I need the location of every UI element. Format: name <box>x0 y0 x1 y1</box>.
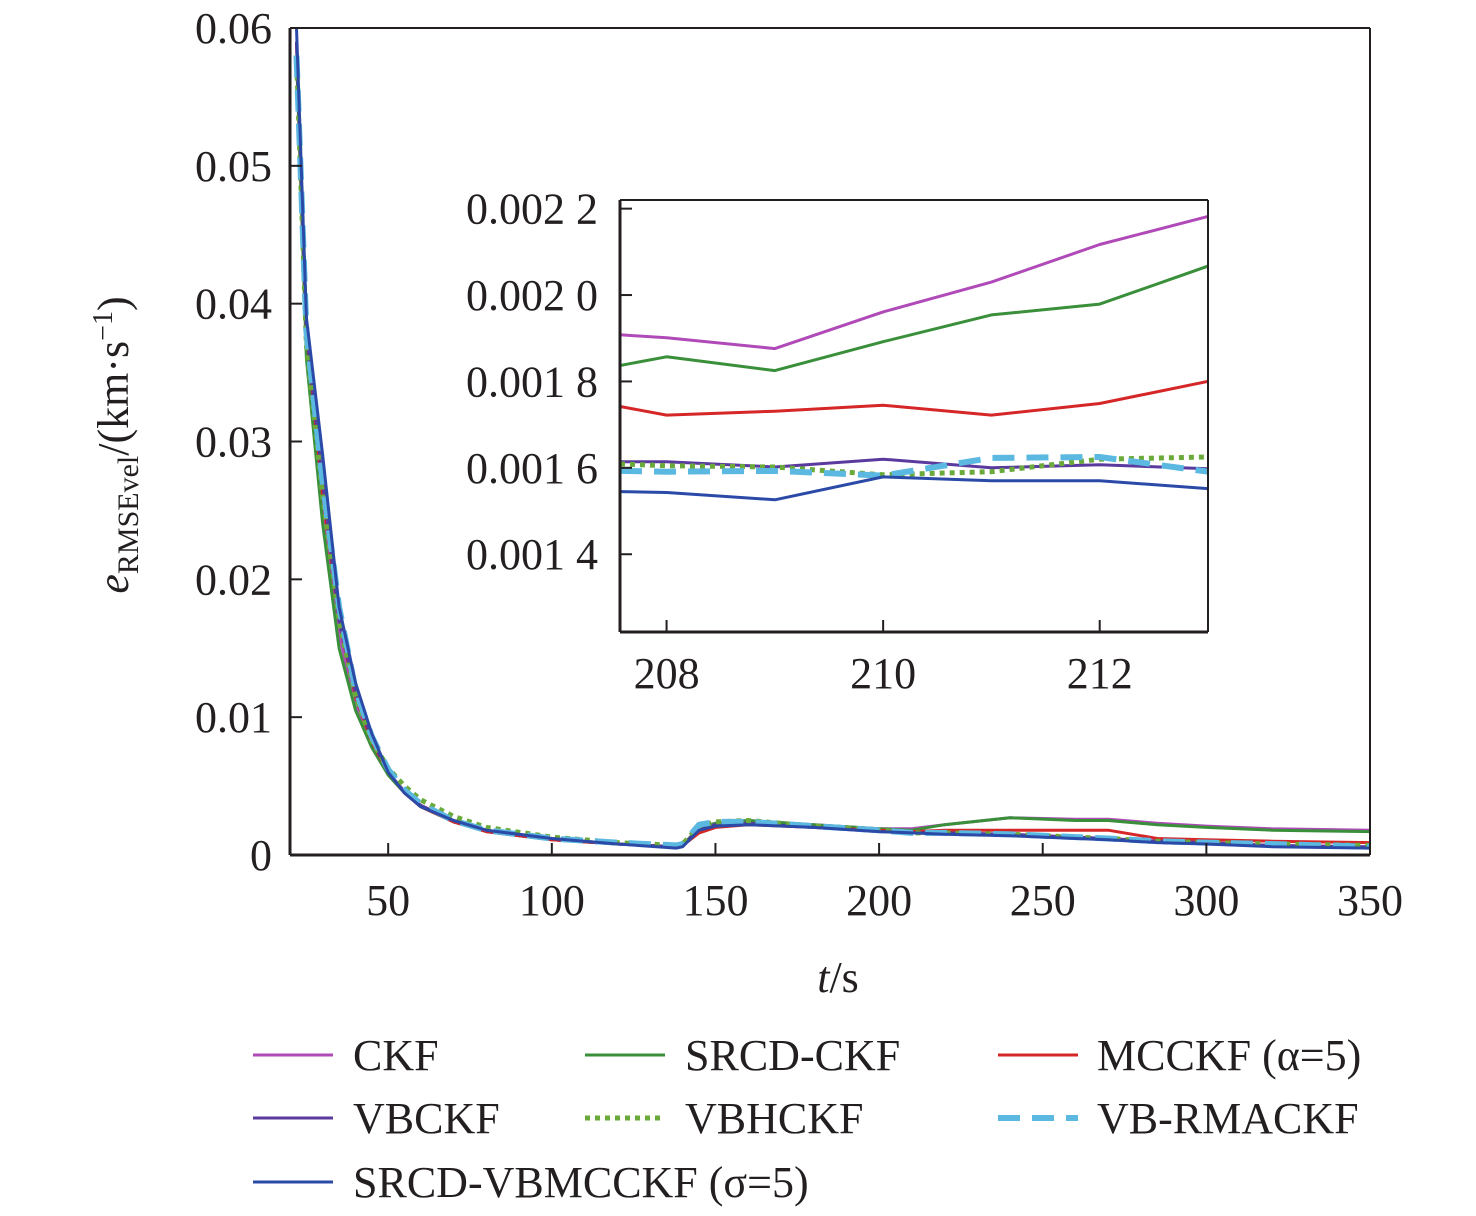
main-plot: 50 100 150 200 250 300 350 0 0.01 0.02 0.03 0.04 0.0… <box>195 4 1403 925</box>
inset-background <box>620 200 1208 632</box>
legend-item: SRCD-VBMCCKF (σ=5) <box>253 1158 809 1207</box>
x-tick-label: 300 <box>1173 876 1239 925</box>
x-tick-label: 208 <box>634 649 700 698</box>
series-line-srcd-vbmcckf-5- <box>620 475 1208 502</box>
x-tick-label: 200 <box>846 876 912 925</box>
x-tick-label: 150 <box>682 876 748 925</box>
series-line-vb-rmackf <box>293 55 1370 850</box>
legend-item: VBCKF <box>253 1094 500 1143</box>
legend: CKF SRCD-CKF MCCKF (α=5) VBCKF VBHCKF VB-RMAC… <box>253 1031 1361 1207</box>
x-label-unit: /s <box>829 953 858 1002</box>
y-tick-label: 0.05 <box>195 142 272 191</box>
legend-item: CKF <box>253 1031 439 1080</box>
y-tick-label: 0.06 <box>195 4 272 53</box>
legend-label: SRCD-CKF <box>685 1031 900 1080</box>
series-line-srcd-ckf <box>620 264 1208 373</box>
legend-item: MCCKF (α=5) <box>998 1031 1361 1080</box>
series-line-ckf <box>620 214 1208 351</box>
series-group <box>293 28 1370 850</box>
legend-label: VB-RMACKF <box>1097 1094 1359 1143</box>
y-tick-label: 0.01 <box>195 693 272 742</box>
y-label-unit: /(km·s <box>89 341 138 456</box>
y-label-exponent: −1 <box>88 311 119 341</box>
series-line-vbckf <box>620 457 1208 471</box>
x-tick-label: 350 <box>1337 876 1403 925</box>
y-tick-label: 0.001 6 <box>466 444 598 493</box>
y-label-symbol: e <box>89 574 138 594</box>
legend-label: VBHCKF <box>685 1094 864 1143</box>
legend-label: CKF <box>353 1031 439 1080</box>
legend-label: VBCKF <box>353 1094 500 1143</box>
y-tick-label: 0.002 2 <box>466 185 598 234</box>
series-line-srcd-vbmcckf-5- <box>295 28 1370 850</box>
series-group <box>620 214 1208 502</box>
y-tick-label: 0 <box>250 831 272 880</box>
x-label-symbol: t <box>817 953 831 1002</box>
series-line-vb-rmackf <box>620 454 1208 479</box>
y-tick-label: 0.02 <box>195 555 272 604</box>
x-tick-label: 210 <box>850 649 916 698</box>
legend-label: MCCKF (α=5) <box>1097 1031 1361 1080</box>
series-line-mcckf-5- <box>620 379 1208 417</box>
y-tick-label: 0.001 8 <box>466 357 598 406</box>
y-tick-label: 0.03 <box>195 418 272 467</box>
y-tick-label: 0.002 0 <box>466 271 598 320</box>
x-tick-label: 50 <box>366 876 410 925</box>
x-tick-label: 250 <box>1010 876 1076 925</box>
y-tick-label: 0.001 4 <box>466 530 598 579</box>
y-tick-label: 0.04 <box>195 280 272 329</box>
x-axis-label: t/s <box>817 953 859 1002</box>
x-tick-label: 100 <box>519 876 585 925</box>
legend-item: VBHCKF <box>585 1094 864 1143</box>
x-tick-label: 212 <box>1067 649 1133 698</box>
legend-label: SRCD-VBMCCKF (σ=5) <box>353 1158 809 1207</box>
legend-item: SRCD-CKF <box>585 1031 900 1080</box>
legend-item: VB-RMACKF <box>998 1094 1359 1143</box>
y-axis-label: eRMSEvel/(km·s−1) <box>88 296 145 593</box>
y-label-close: ) <box>89 296 138 311</box>
inset-plot: 208 210 212 0.001 4 0.001 6 0.001 8 0.002 0 0.0… <box>466 185 1209 698</box>
y-label-subscript: RMSEvel <box>112 456 145 574</box>
